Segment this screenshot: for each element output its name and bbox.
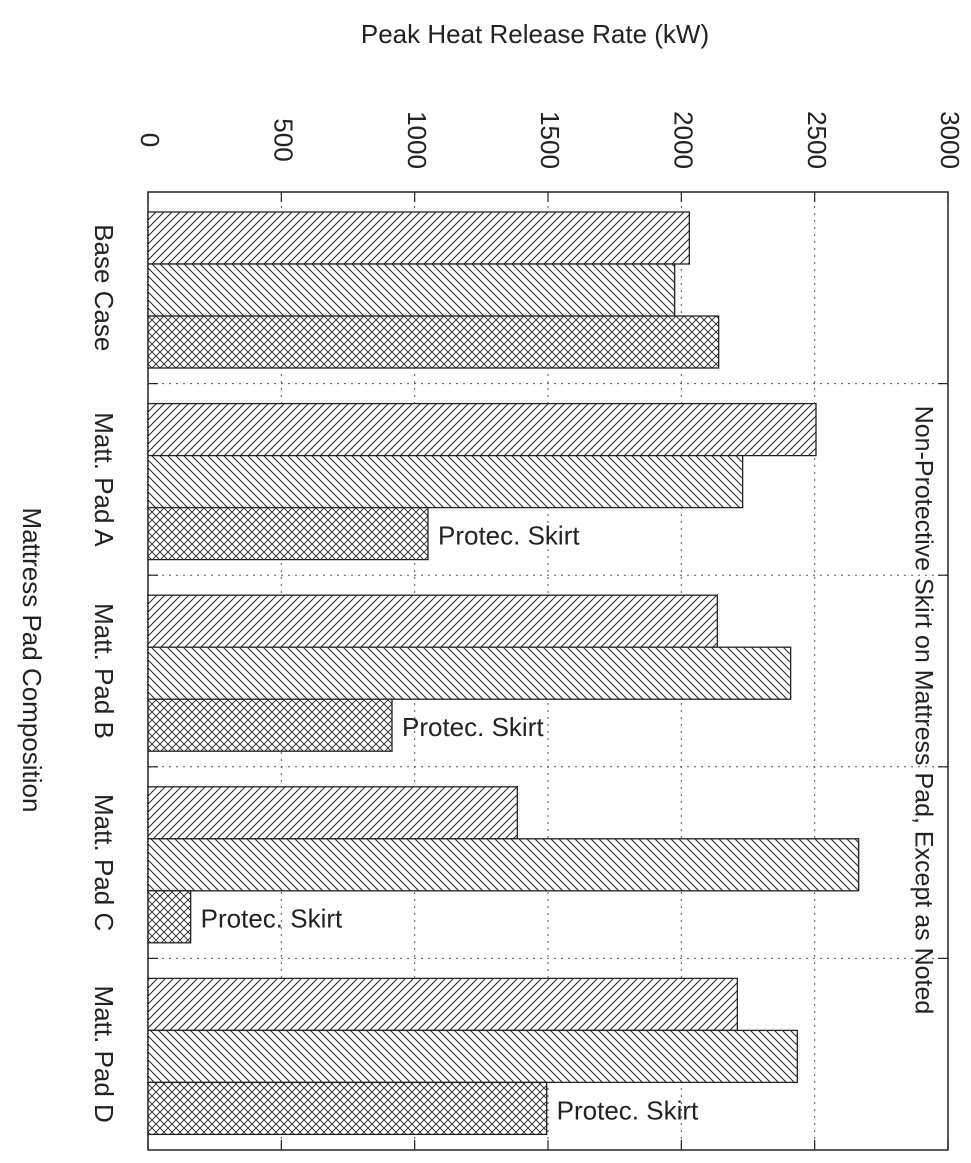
bar xyxy=(147,1081,548,1136)
y-tick-label: 500 xyxy=(268,118,298,161)
bar xyxy=(147,838,860,892)
bar xyxy=(147,977,738,1032)
x-tick-label: Matt. Pad D xyxy=(89,986,119,1123)
bar xyxy=(147,786,518,840)
bar xyxy=(147,315,720,369)
bar-annotation: Protec. Skirt xyxy=(557,1095,699,1125)
y-tick-label: 1000 xyxy=(402,111,432,169)
bar xyxy=(147,506,429,561)
bar xyxy=(147,646,792,700)
y-tick-label: 3000 xyxy=(935,111,965,169)
bar xyxy=(147,698,393,752)
bar xyxy=(147,1029,798,1084)
y-tick-label: 2500 xyxy=(802,111,832,169)
x-tick-label: Matt. Pad C xyxy=(89,794,119,931)
bar xyxy=(147,594,718,648)
x-tick-label: Base Case xyxy=(89,224,119,351)
y-tick-label: 2000 xyxy=(668,111,698,169)
bar-annotation: Protec. Skirt xyxy=(438,520,580,550)
x-tick-label: Matt. Pad B xyxy=(89,603,119,739)
bar xyxy=(147,890,192,944)
value-axis-title: Peak Heat Release Rate (kW) xyxy=(361,19,709,49)
bar-annotation: Protec. Skirt xyxy=(201,904,343,934)
bar xyxy=(147,263,676,317)
bar xyxy=(147,211,690,265)
annotation: Non-Protective Skirt on Mattress Pad, Ex… xyxy=(909,406,937,1015)
y-tick-label: 1500 xyxy=(535,111,565,169)
bar-annotation: Protec. Skirt xyxy=(402,712,544,742)
y-tick-label: 0 xyxy=(135,133,165,147)
bar xyxy=(147,402,817,457)
bar xyxy=(147,454,744,509)
x-tick-label: Matt. Pad A xyxy=(89,412,119,547)
category-axis-title: Mattress Pad Composition xyxy=(17,508,47,813)
